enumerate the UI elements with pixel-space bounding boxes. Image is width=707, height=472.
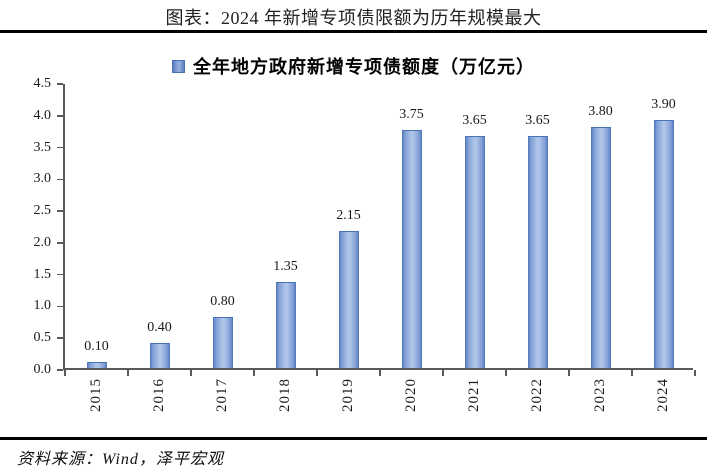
x-axis-tick bbox=[694, 370, 696, 376]
x-axis-tick bbox=[316, 370, 318, 376]
x-axis-label: 2017 bbox=[213, 378, 233, 426]
bar bbox=[527, 136, 548, 368]
x-axis-tick bbox=[631, 370, 633, 376]
x-axis-label: 2018 bbox=[276, 378, 296, 426]
x-axis-label: 2020 bbox=[402, 378, 422, 426]
x-axis-label: 2023 bbox=[591, 378, 611, 426]
y-axis-label: 4.5 bbox=[33, 76, 52, 91]
y-axis-tick bbox=[57, 305, 63, 308]
bar-value-label: 3.75 bbox=[399, 106, 424, 122]
x-axis-label: 2022 bbox=[528, 378, 548, 426]
bar bbox=[149, 342, 170, 368]
x-axis-label-text: 2021 bbox=[466, 378, 482, 412]
x-axis-label-text: 2015 bbox=[88, 378, 104, 412]
x-axis-tick bbox=[505, 370, 507, 376]
bar-value-label: 3.65 bbox=[462, 113, 487, 129]
x-axis-label-text: 2018 bbox=[277, 378, 293, 412]
x-axis-label-text: 2017 bbox=[214, 378, 230, 412]
legend-label: 全年地方政府新增专项债额度（万亿元） bbox=[193, 57, 535, 77]
y-axis-label: 4.0 bbox=[33, 107, 52, 123]
bar bbox=[86, 361, 107, 368]
bottom-divider bbox=[0, 437, 707, 440]
x-axis-label-text: 2022 bbox=[529, 378, 545, 412]
bar-value-label: 3.90 bbox=[651, 97, 676, 113]
legend-swatch-icon bbox=[172, 59, 185, 73]
x-axis-tick bbox=[568, 370, 570, 376]
x-axis-label-text: 2016 bbox=[151, 378, 167, 412]
y-axis-label: 2.0 bbox=[33, 234, 52, 250]
y-axis-tick bbox=[57, 83, 63, 85]
top-divider bbox=[0, 30, 707, 33]
x-axis-label: 2021 bbox=[465, 378, 485, 426]
y-axis-tick bbox=[57, 242, 63, 244]
bar-value-label: 0.10 bbox=[84, 338, 109, 354]
bar bbox=[212, 317, 233, 368]
x-axis-label: 2024 bbox=[654, 378, 674, 426]
bar bbox=[653, 120, 674, 368]
y-axis-label: 3.0 bbox=[33, 171, 52, 187]
y-axis-tick bbox=[57, 146, 63, 149]
y-axis-tick bbox=[57, 337, 63, 339]
x-axis-tick bbox=[64, 370, 66, 376]
x-axis-tick bbox=[127, 370, 129, 376]
plot-area: 0.0 0.5 1.0 1.5 2.0 2.5 3.0 3.5 4.0 4.5 0.10 2015 0.… bbox=[34, 77, 696, 412]
x-axis-tick bbox=[190, 370, 192, 376]
page-title: 图表：2024 年新增专项债限额为历年规模最大 bbox=[165, 8, 542, 28]
x-axis-label-text: 2020 bbox=[403, 378, 419, 412]
bar bbox=[275, 282, 296, 368]
bar-value-label: 0.80 bbox=[210, 294, 235, 310]
x-axis-tick bbox=[253, 370, 255, 376]
bar bbox=[338, 231, 359, 368]
bar bbox=[401, 129, 422, 368]
y-axis-tick bbox=[57, 273, 63, 276]
bar-value-label: 1.35 bbox=[273, 259, 298, 275]
y-axis-label: 1.5 bbox=[33, 266, 52, 282]
x-axis-label-text: 2019 bbox=[340, 378, 356, 412]
y-axis-tick bbox=[57, 369, 63, 371]
bar bbox=[590, 126, 611, 368]
bar-value-label: 0.40 bbox=[147, 319, 172, 335]
bar-value-label: 2.15 bbox=[336, 208, 361, 224]
chart-legend: 全年地方政府新增专项债额度（万亿元） bbox=[0, 53, 707, 79]
y-axis-label: 3.5 bbox=[33, 139, 52, 155]
x-axis-tick bbox=[379, 370, 381, 376]
bar-value-label: 3.65 bbox=[525, 113, 550, 129]
bar-value-label: 3.80 bbox=[588, 103, 613, 119]
x-axis-label: 2016 bbox=[150, 378, 170, 426]
source-text: 资料来源：Wind，泽平宏观 bbox=[17, 451, 224, 468]
y-axis-label: 2.5 bbox=[33, 203, 52, 219]
y-axis-label: 0.5 bbox=[33, 330, 52, 346]
x-axis-tick bbox=[442, 370, 444, 376]
y-axis-tick bbox=[57, 178, 63, 181]
x-axis-label-text: 2024 bbox=[655, 378, 671, 412]
x-axis-label: 2015 bbox=[87, 378, 107, 426]
y-axis-tick bbox=[57, 115, 63, 117]
x-axis-label: 2019 bbox=[339, 378, 359, 426]
y-axis-tick bbox=[57, 210, 63, 212]
y-axis-label: 0.0 bbox=[33, 362, 52, 377]
y-axis-label: 1.0 bbox=[33, 298, 52, 314]
x-axis-label-text: 2023 bbox=[592, 378, 608, 412]
bar bbox=[464, 136, 485, 368]
